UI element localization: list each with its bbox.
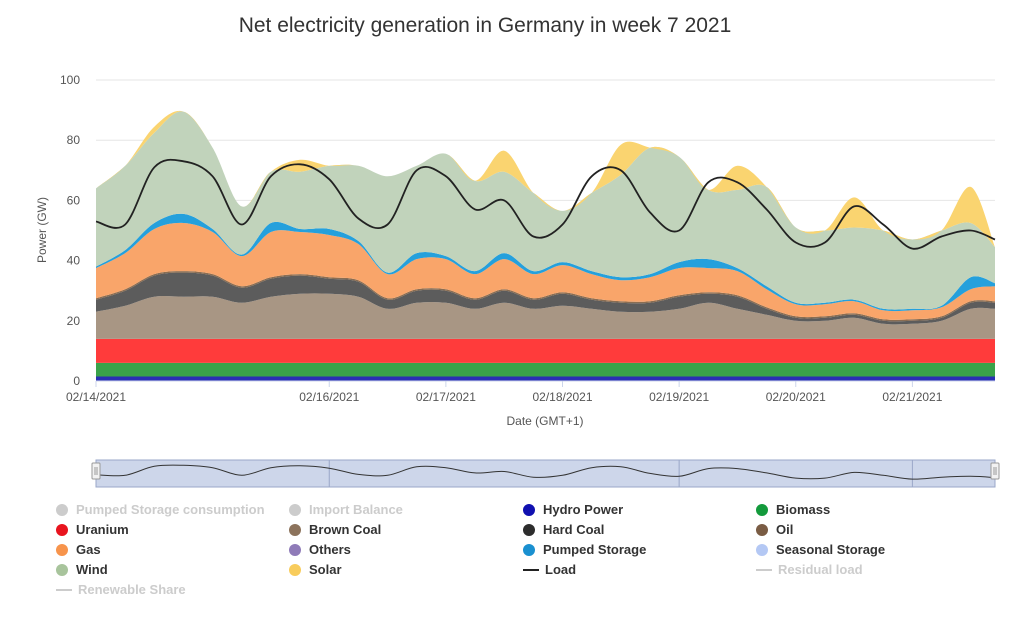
legend-dot-marker bbox=[289, 543, 301, 556]
x-axis-ticks: 02/14/2021 02/16/2021 02/17/2021 02/18/2021… bbox=[66, 380, 995, 404]
legend-item-others[interactable]: Others bbox=[289, 542, 351, 557]
legend-label: Seasonal Storage bbox=[776, 542, 886, 557]
navigator-load-line bbox=[95, 464, 996, 480]
x-axis-title: Date (GMT+1) bbox=[506, 414, 583, 428]
area-wind[interactable] bbox=[96, 111, 995, 310]
legend-item-pumped-storage-consumption[interactable]: Pumped Storage consumption bbox=[56, 502, 265, 517]
area-gas[interactable] bbox=[96, 222, 995, 320]
legend-line-marker bbox=[523, 568, 539, 571]
legend-item-oil[interactable]: Oil bbox=[756, 522, 793, 537]
area-brown-coal[interactable] bbox=[96, 293, 995, 339]
chart-svg: 0 20 40 60 80 100 02/14/2021 02/16/2021 02/17/2… bbox=[35, 73, 1000, 488]
legend-item-hydro-power[interactable]: Hydro Power bbox=[523, 502, 623, 517]
y-tick-label: 80 bbox=[67, 133, 81, 147]
legend-item-import-balance[interactable]: Import Balance bbox=[289, 502, 403, 517]
legend-item-wind[interactable]: Wind bbox=[56, 562, 108, 577]
load-line-series[interactable] bbox=[95, 158, 996, 250]
legend-label: Residual load bbox=[778, 562, 863, 577]
legend-item-load[interactable]: Load bbox=[523, 562, 576, 577]
legend-dot-marker bbox=[56, 543, 68, 556]
legend-label: Brown Coal bbox=[309, 522, 382, 537]
area-series[interactable] bbox=[96, 110, 995, 382]
legend-label: Oil bbox=[776, 522, 794, 537]
legend-dot-marker bbox=[289, 563, 301, 576]
legend-item-uranium[interactable]: Uranium bbox=[56, 522, 129, 537]
navigator-dividers bbox=[328, 460, 913, 487]
legend-label: Biomass bbox=[776, 502, 831, 517]
legend-label: Hard Coal bbox=[543, 522, 605, 537]
y-tick-label: 100 bbox=[60, 73, 80, 87]
x-tick-label: 02/17/2021 bbox=[416, 390, 476, 404]
y-tick-label: 60 bbox=[67, 193, 81, 207]
legend-item-pumped-storage[interactable]: Pumped Storage bbox=[523, 542, 646, 557]
legend-label: Wind bbox=[76, 562, 108, 577]
legend-label: Load bbox=[545, 562, 577, 577]
legend-dot-marker bbox=[523, 523, 535, 536]
legend-dot-marker bbox=[289, 523, 301, 536]
legend-item-hard-coal[interactable]: Hard Coal bbox=[523, 522, 604, 537]
x-tick-label: 02/14/2021 bbox=[66, 390, 126, 404]
legend-dot-marker bbox=[523, 503, 535, 516]
legend-line-marker bbox=[56, 588, 72, 591]
x-tick-label: 02/18/2021 bbox=[532, 390, 592, 404]
legend-dot-marker bbox=[756, 523, 768, 536]
x-tick-label: 02/20/2021 bbox=[766, 390, 826, 404]
navigator-left-handle[interactable] bbox=[91, 462, 101, 480]
legend-label: Others bbox=[309, 542, 351, 557]
navigator[interactable] bbox=[91, 459, 1000, 488]
legend-item-gas[interactable]: Gas bbox=[56, 542, 101, 557]
area-hard-coal[interactable] bbox=[96, 272, 995, 325]
legend-item-residual-load[interactable]: Residual load bbox=[756, 562, 863, 577]
legend-line-marker bbox=[756, 568, 772, 571]
legend-label: Uranium bbox=[76, 522, 129, 537]
y-tick-label: 0 bbox=[73, 374, 80, 388]
y-tick-label: 40 bbox=[67, 254, 81, 268]
x-tick-label: 02/16/2021 bbox=[299, 390, 359, 404]
legend-label: Renewable Share bbox=[78, 582, 186, 597]
legend-dot-marker bbox=[56, 503, 68, 516]
navigator-right-handle[interactable] bbox=[990, 462, 1000, 480]
y-tick-label: 20 bbox=[67, 314, 81, 328]
legend-item-seasonal-storage[interactable]: Seasonal Storage bbox=[756, 542, 885, 557]
legend-label: Hydro Power bbox=[543, 502, 624, 517]
area-biomass[interactable] bbox=[96, 362, 995, 377]
legend-dot-marker bbox=[756, 543, 768, 556]
chart-title: Net electricity generation in Germany in… bbox=[238, 14, 732, 37]
area-oil[interactable] bbox=[96, 271, 995, 322]
y-axis-title: Power (GW) bbox=[35, 197, 49, 263]
legend-label: Gas bbox=[76, 542, 101, 557]
area-uranium[interactable] bbox=[96, 338, 995, 363]
x-tick-label: 02/19/2021 bbox=[649, 390, 709, 404]
legend-item-brown-coal[interactable]: Brown Coal bbox=[289, 522, 381, 537]
legend-item-solar[interactable]: Solar bbox=[289, 562, 342, 577]
legend-dot-marker bbox=[756, 503, 768, 516]
legend-item-biomass[interactable]: Biomass bbox=[756, 502, 830, 517]
legend-item-renewable-share[interactable]: Renewable Share bbox=[56, 582, 186, 597]
legend-label: Pumped Storage consumption bbox=[76, 502, 265, 517]
legend-dot-marker bbox=[289, 503, 301, 516]
area-hydro-power[interactable] bbox=[96, 376, 995, 382]
x-tick-label: 02/21/2021 bbox=[882, 390, 942, 404]
y-axis-ticks: 0 20 40 60 80 100 bbox=[60, 73, 80, 388]
legend-dot-marker bbox=[56, 523, 68, 536]
legend-label: Solar bbox=[309, 562, 342, 577]
legend-label: Pumped Storage bbox=[543, 542, 647, 557]
legend-dot-marker bbox=[523, 543, 535, 556]
legend-dot-marker bbox=[56, 563, 68, 576]
legend-label: Import Balance bbox=[309, 502, 403, 517]
line-load[interactable] bbox=[95, 158, 996, 250]
